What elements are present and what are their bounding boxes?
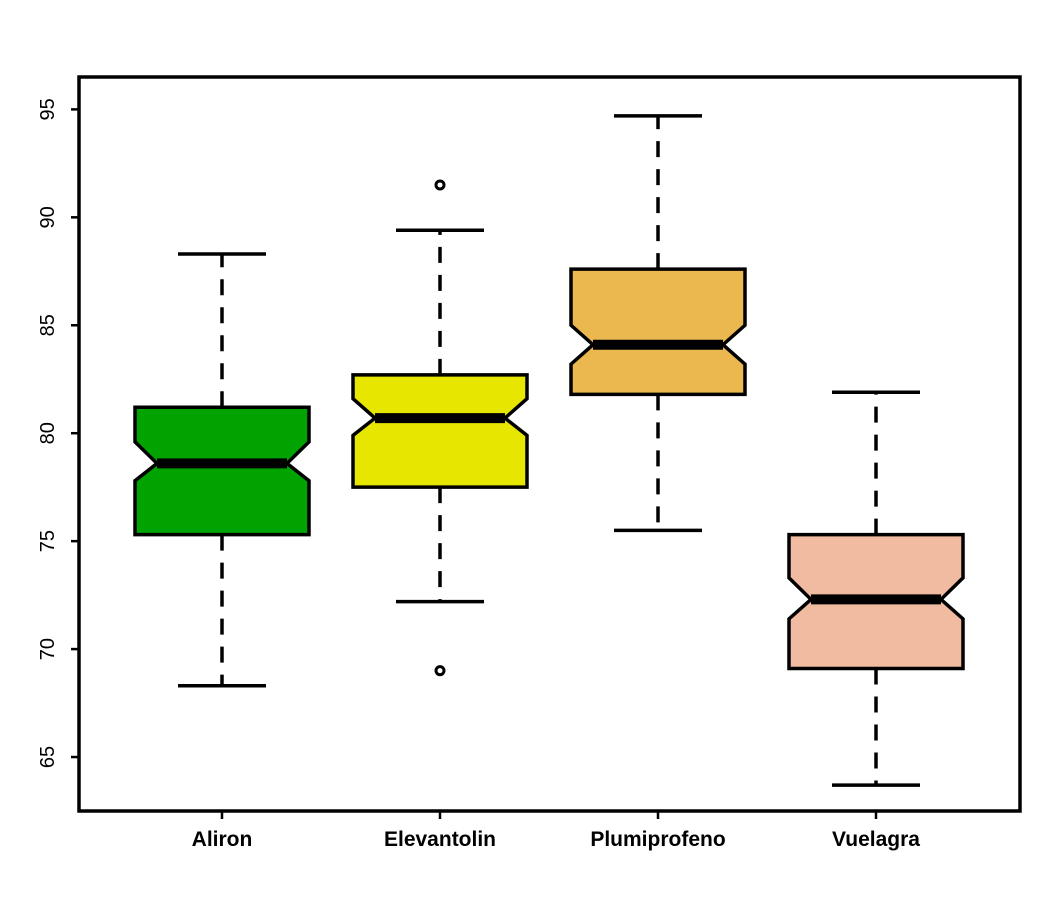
y-axis: 65 70 75 80 85 90 95: [37, 98, 79, 768]
x-category-label: Vuelagra: [832, 828, 920, 851]
box-aliron: [133, 252, 311, 688]
box-body: [351, 373, 529, 489]
y-tick-label: 65: [37, 746, 59, 768]
y-tick-label: 80: [37, 422, 59, 444]
plot-frame: [77, 75, 1022, 813]
boxes-group: [133, 114, 965, 787]
y-tick-label: 85: [37, 314, 59, 336]
x-category-label: Aliron: [192, 828, 253, 851]
y-tick-label: 90: [37, 206, 59, 228]
box-plumiprofeno: [569, 114, 747, 533]
x-axis: Aliron Elevantolin Plumiprofeno Vuelagra: [192, 811, 920, 851]
y-tick-label: 95: [37, 98, 59, 120]
x-category-label: Elevantolin: [384, 828, 496, 851]
x-category-label: Plumiprofeno: [590, 828, 725, 851]
box-vuelagra: [787, 390, 965, 787]
box-elevantolin: [351, 179, 529, 677]
box-body: [133, 405, 311, 537]
box-body: [569, 267, 747, 397]
outlier-point: [434, 179, 446, 191]
y-tick-label: 75: [37, 530, 59, 552]
y-tick-label: 70: [37, 638, 59, 660]
outlier-point: [434, 665, 446, 677]
